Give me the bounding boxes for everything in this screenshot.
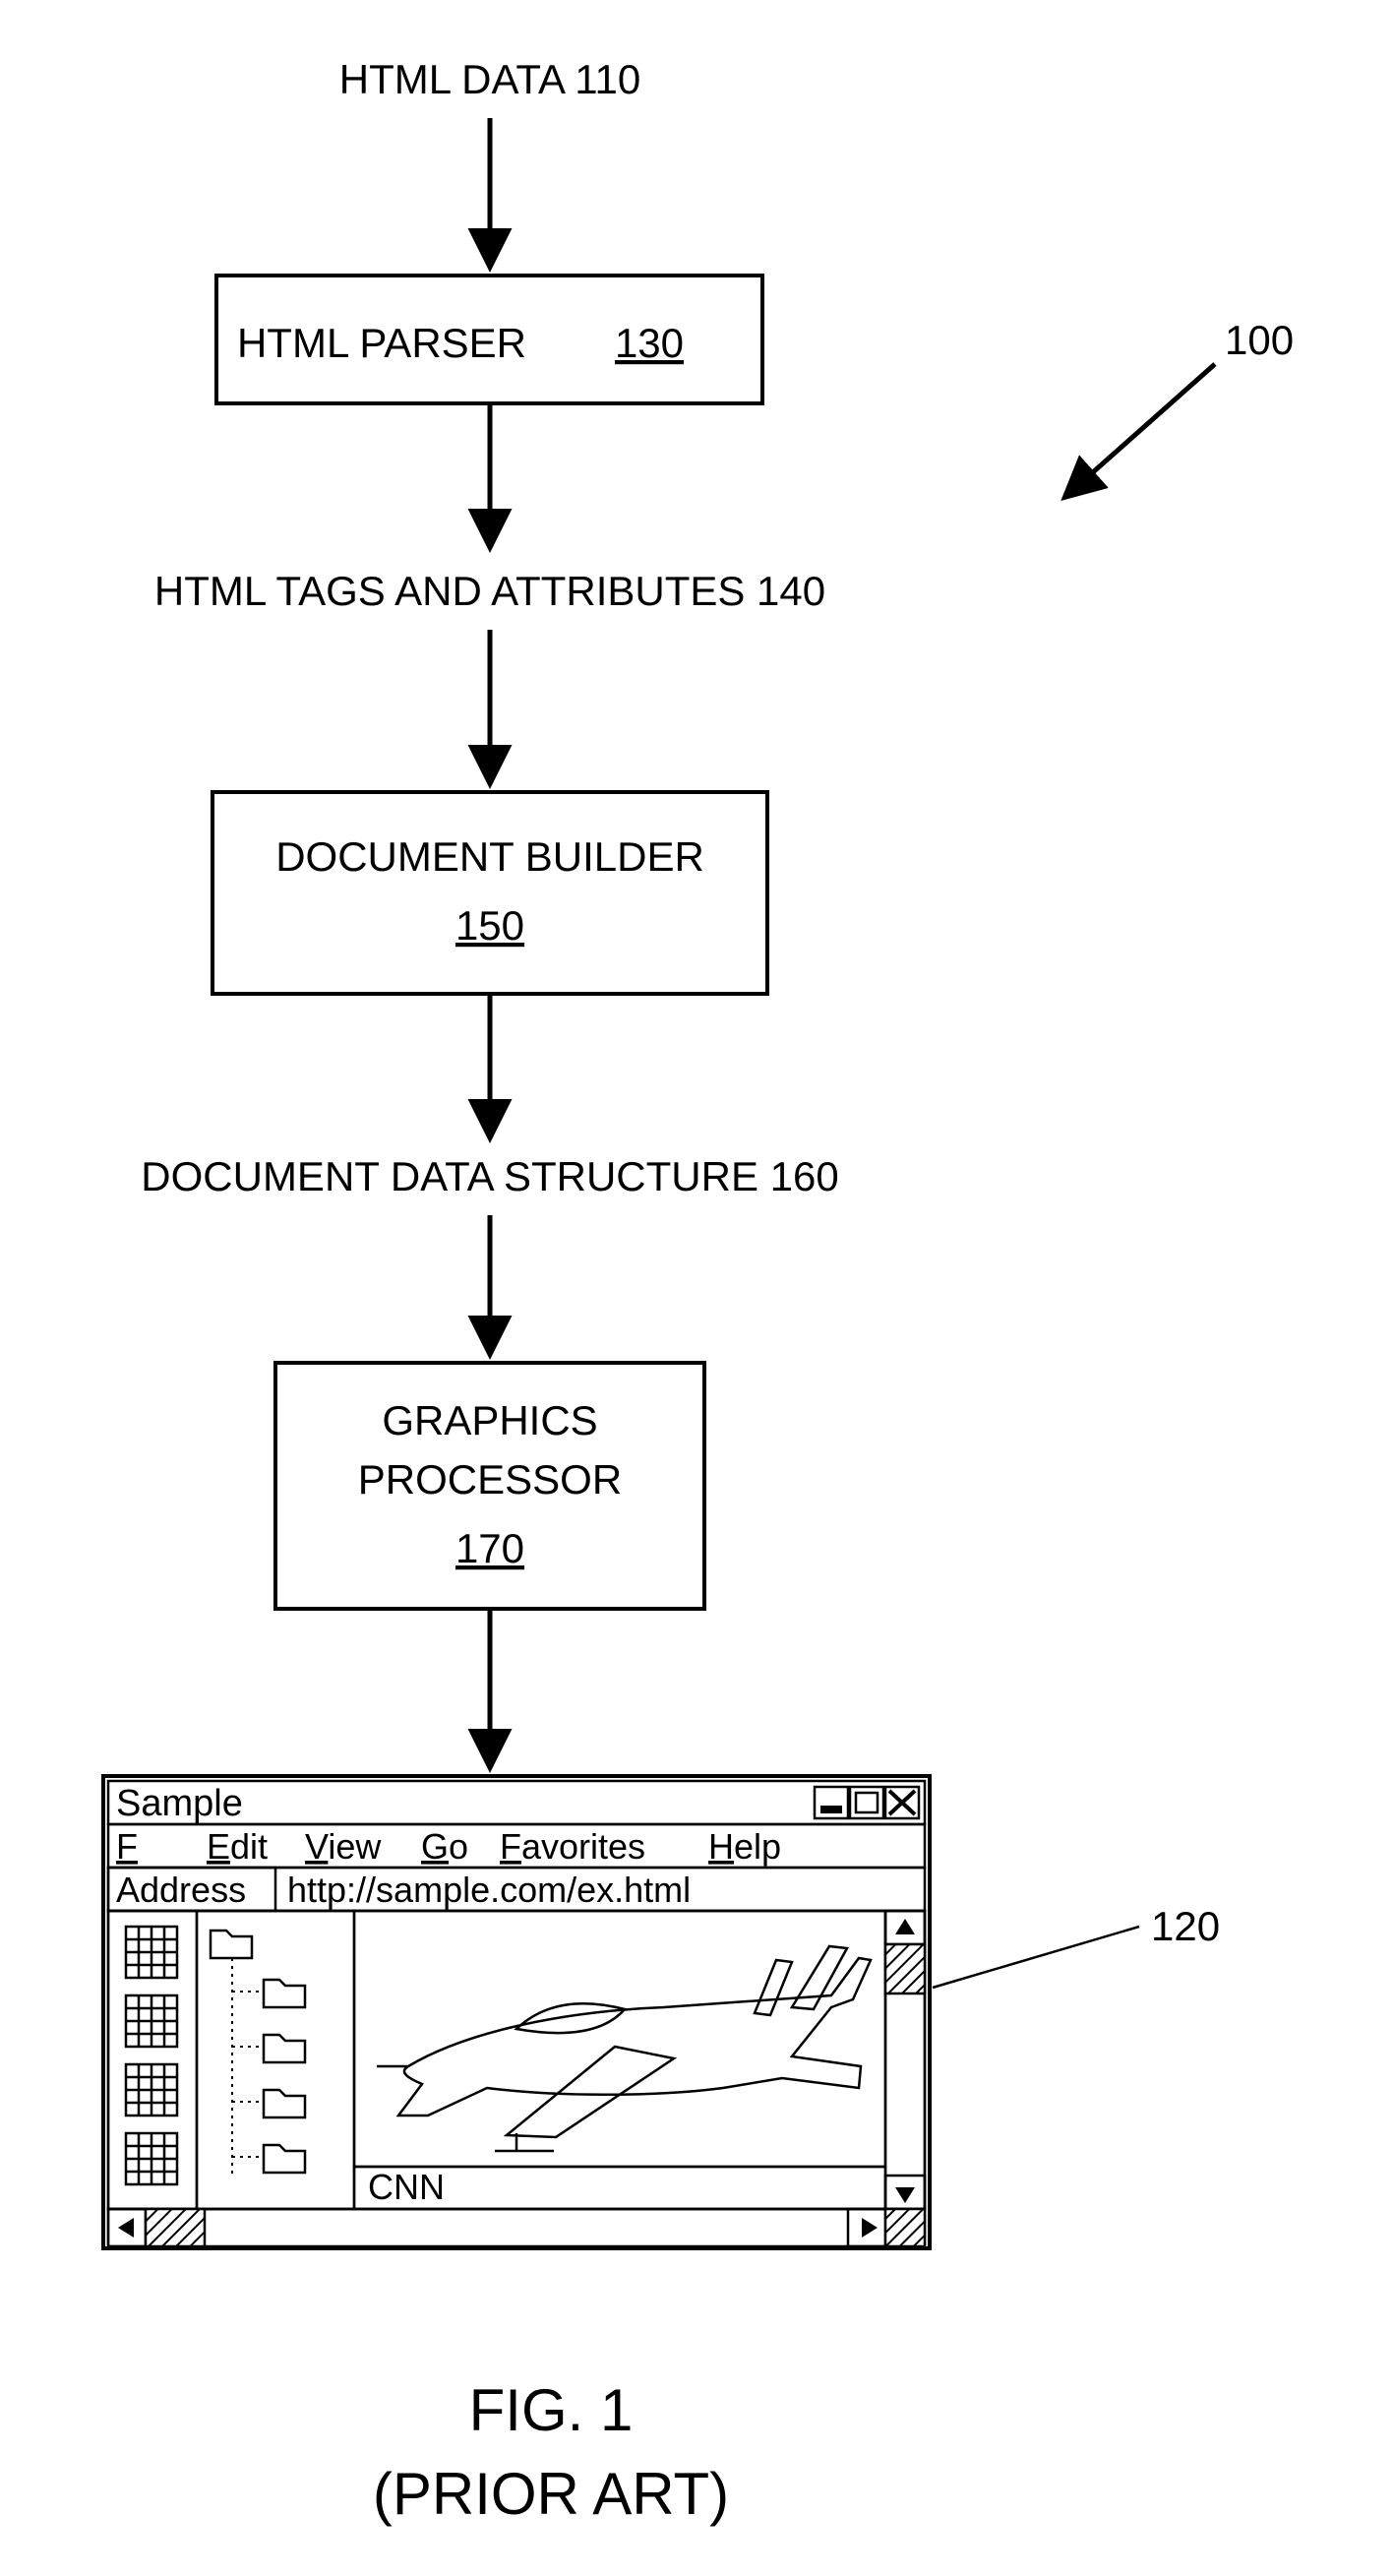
node-graphics-processor: GRAPHICS PROCESSOR 170 [275,1363,704,1609]
svg-text:170: 170 [455,1525,524,1571]
svg-text:GRAPHICS: GRAPHICS [382,1397,597,1443]
address-value: http://sample.com/ex.html [287,1870,691,1910]
svg-text:120: 120 [1151,1903,1220,1949]
svg-text:View: View [305,1826,382,1867]
svg-text:150: 150 [455,902,524,949]
node-html-data-label: HTML DATA 110 [339,56,641,102]
svg-text:Go: Go [421,1826,468,1867]
content-caption: CNN [368,2167,445,2207]
ref-100: 100 [1067,317,1294,495]
svg-text:Help: Help [708,1826,781,1867]
svg-text:130: 130 [615,320,684,366]
node-html-parser: HTML PARSER 130 [216,276,762,403]
address-label: Address [116,1870,246,1910]
figure-caption-2: (PRIOR ART) [373,2461,729,2527]
svg-text:HTML PARSER: HTML PARSER [237,320,526,366]
svg-text:100: 100 [1225,317,1294,363]
browser-title: Sample [116,1783,243,1824]
svg-text:PROCESSOR: PROCESSOR [358,1456,622,1503]
node-html-tags-label: HTML TAGS AND ATTRIBUTES 140 [154,568,825,614]
node-doc-data-structure-label: DOCUMENT DATA STRUCTURE 160 [141,1153,838,1199]
svg-text:Edit: Edit [207,1826,268,1867]
node-document-builder: DOCUMENT BUILDER 150 [212,792,767,994]
browser-window: Sample F Edit View Go Favorites Help Add… [103,1776,930,2248]
figure-caption-1: FIG. 1 [469,2377,634,2443]
svg-text:F: F [116,1826,138,1867]
ref-120: 120 [933,1903,1220,1988]
svg-text:DOCUMENT BUILDER: DOCUMENT BUILDER [275,833,704,880]
svg-text:Favorites: Favorites [500,1826,645,1867]
